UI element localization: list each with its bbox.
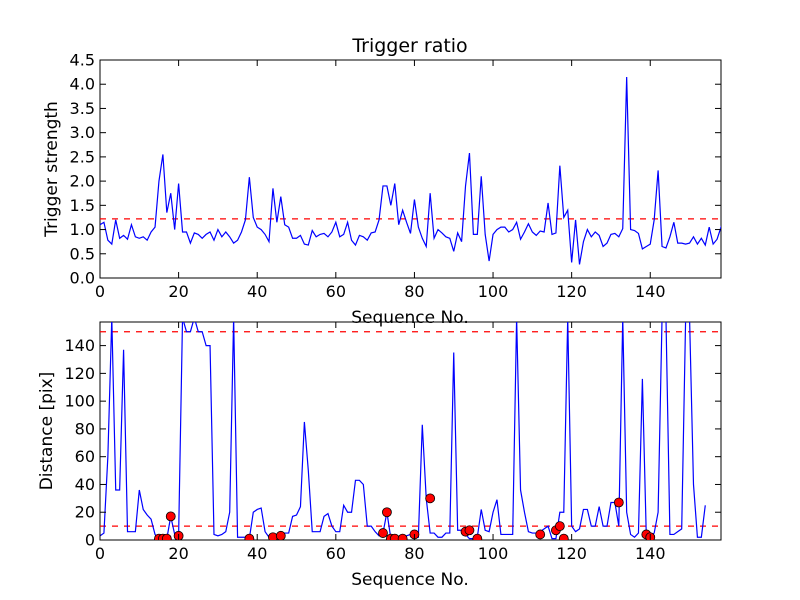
top-y-tick-label: 0.5 [70, 244, 95, 263]
top-plot-frame [99, 59, 722, 279]
bottom-y-tick-label: 20 [75, 503, 95, 522]
top-y-tick-label: 1.5 [70, 196, 95, 215]
bottom-marker [554, 521, 565, 532]
bottom-x-tick-label: 0 [95, 544, 105, 563]
bottom-x-tick-label: 140 [635, 544, 666, 563]
top-y-tick-label: 2.0 [70, 172, 95, 191]
top-y-axis-label: Trigger strength [42, 101, 62, 238]
top-y-tick-label: 2.5 [70, 147, 95, 166]
top-x-tick-label: 60 [326, 282, 346, 301]
top-y-tick-label: 0.0 [70, 269, 95, 288]
bottom-x-axis-label: Sequence No. [351, 570, 468, 590]
bottom-marker [165, 511, 176, 522]
bottom-y-tick-label: 80 [75, 419, 95, 438]
chart-title: Trigger ratio [351, 35, 467, 57]
bottom-y-tick-label: 100 [64, 392, 95, 411]
bottom-marker [535, 529, 546, 540]
bottom-marker [397, 533, 408, 540]
bottom-y-axis-label: Distance [pix] [37, 372, 57, 491]
top-x-tick-label: 40 [247, 282, 267, 301]
top-y-tick-label: 1.0 [70, 220, 95, 239]
top-series-line [100, 76, 721, 265]
top-x-tick-label: 100 [478, 282, 509, 301]
trigger-ratio-panel: Trigger ratio 0 20 40 60 80 100 120 140 0.0 0.5 1… [42, 35, 722, 328]
bottom-x-tick-label: 60 [326, 544, 346, 563]
bottom-x-tick-label: 100 [478, 544, 509, 563]
bottom-marker [472, 533, 483, 540]
bottom-y-tick-label: 60 [75, 447, 95, 466]
bottom-series-line [100, 322, 706, 540]
bottom-x-tick-label: 20 [168, 544, 188, 563]
distance-panel: 0 20 40 60 80 100 120 140 0 20 40 60 80 100 120 140 Se… [37, 321, 722, 590]
top-y-tick-label: 4.5 [70, 51, 95, 70]
bottom-x-tick-label: 120 [556, 544, 587, 563]
bottom-marker [558, 533, 569, 540]
top-y-tick-label: 3.0 [70, 123, 95, 142]
bottom-marker [161, 533, 172, 540]
bottom-marker [464, 525, 475, 536]
top-y-tick-label: 4.0 [70, 75, 95, 94]
bottom-marker [275, 530, 286, 540]
bottom-marker [425, 493, 436, 504]
bottom-y-tick-label: 40 [75, 475, 95, 494]
bottom-plot-frame [99, 321, 722, 541]
top-x-tick-label: 120 [556, 282, 587, 301]
bottom-y-tick-label: 0 [85, 531, 95, 550]
top-x-tick-label: 0 [95, 282, 105, 301]
bottom-marker [244, 533, 255, 540]
top-x-axis-label: Sequence No. [351, 308, 468, 328]
top-x-tick-label: 80 [404, 282, 424, 301]
bottom-marker [382, 507, 392, 518]
top-y-tick-label: 3.5 [70, 99, 95, 118]
bottom-x-tick-label: 40 [247, 544, 267, 563]
top-x-tick-label: 140 [635, 282, 666, 301]
bottom-x-tick-label: 80 [404, 544, 424, 563]
bottom-y-tick-label: 140 [64, 336, 95, 355]
bottom-y-tick-label: 120 [64, 364, 95, 383]
bottom-marker [613, 497, 624, 508]
bottom-marker [378, 528, 388, 538]
top-x-tick-label: 20 [168, 282, 188, 301]
